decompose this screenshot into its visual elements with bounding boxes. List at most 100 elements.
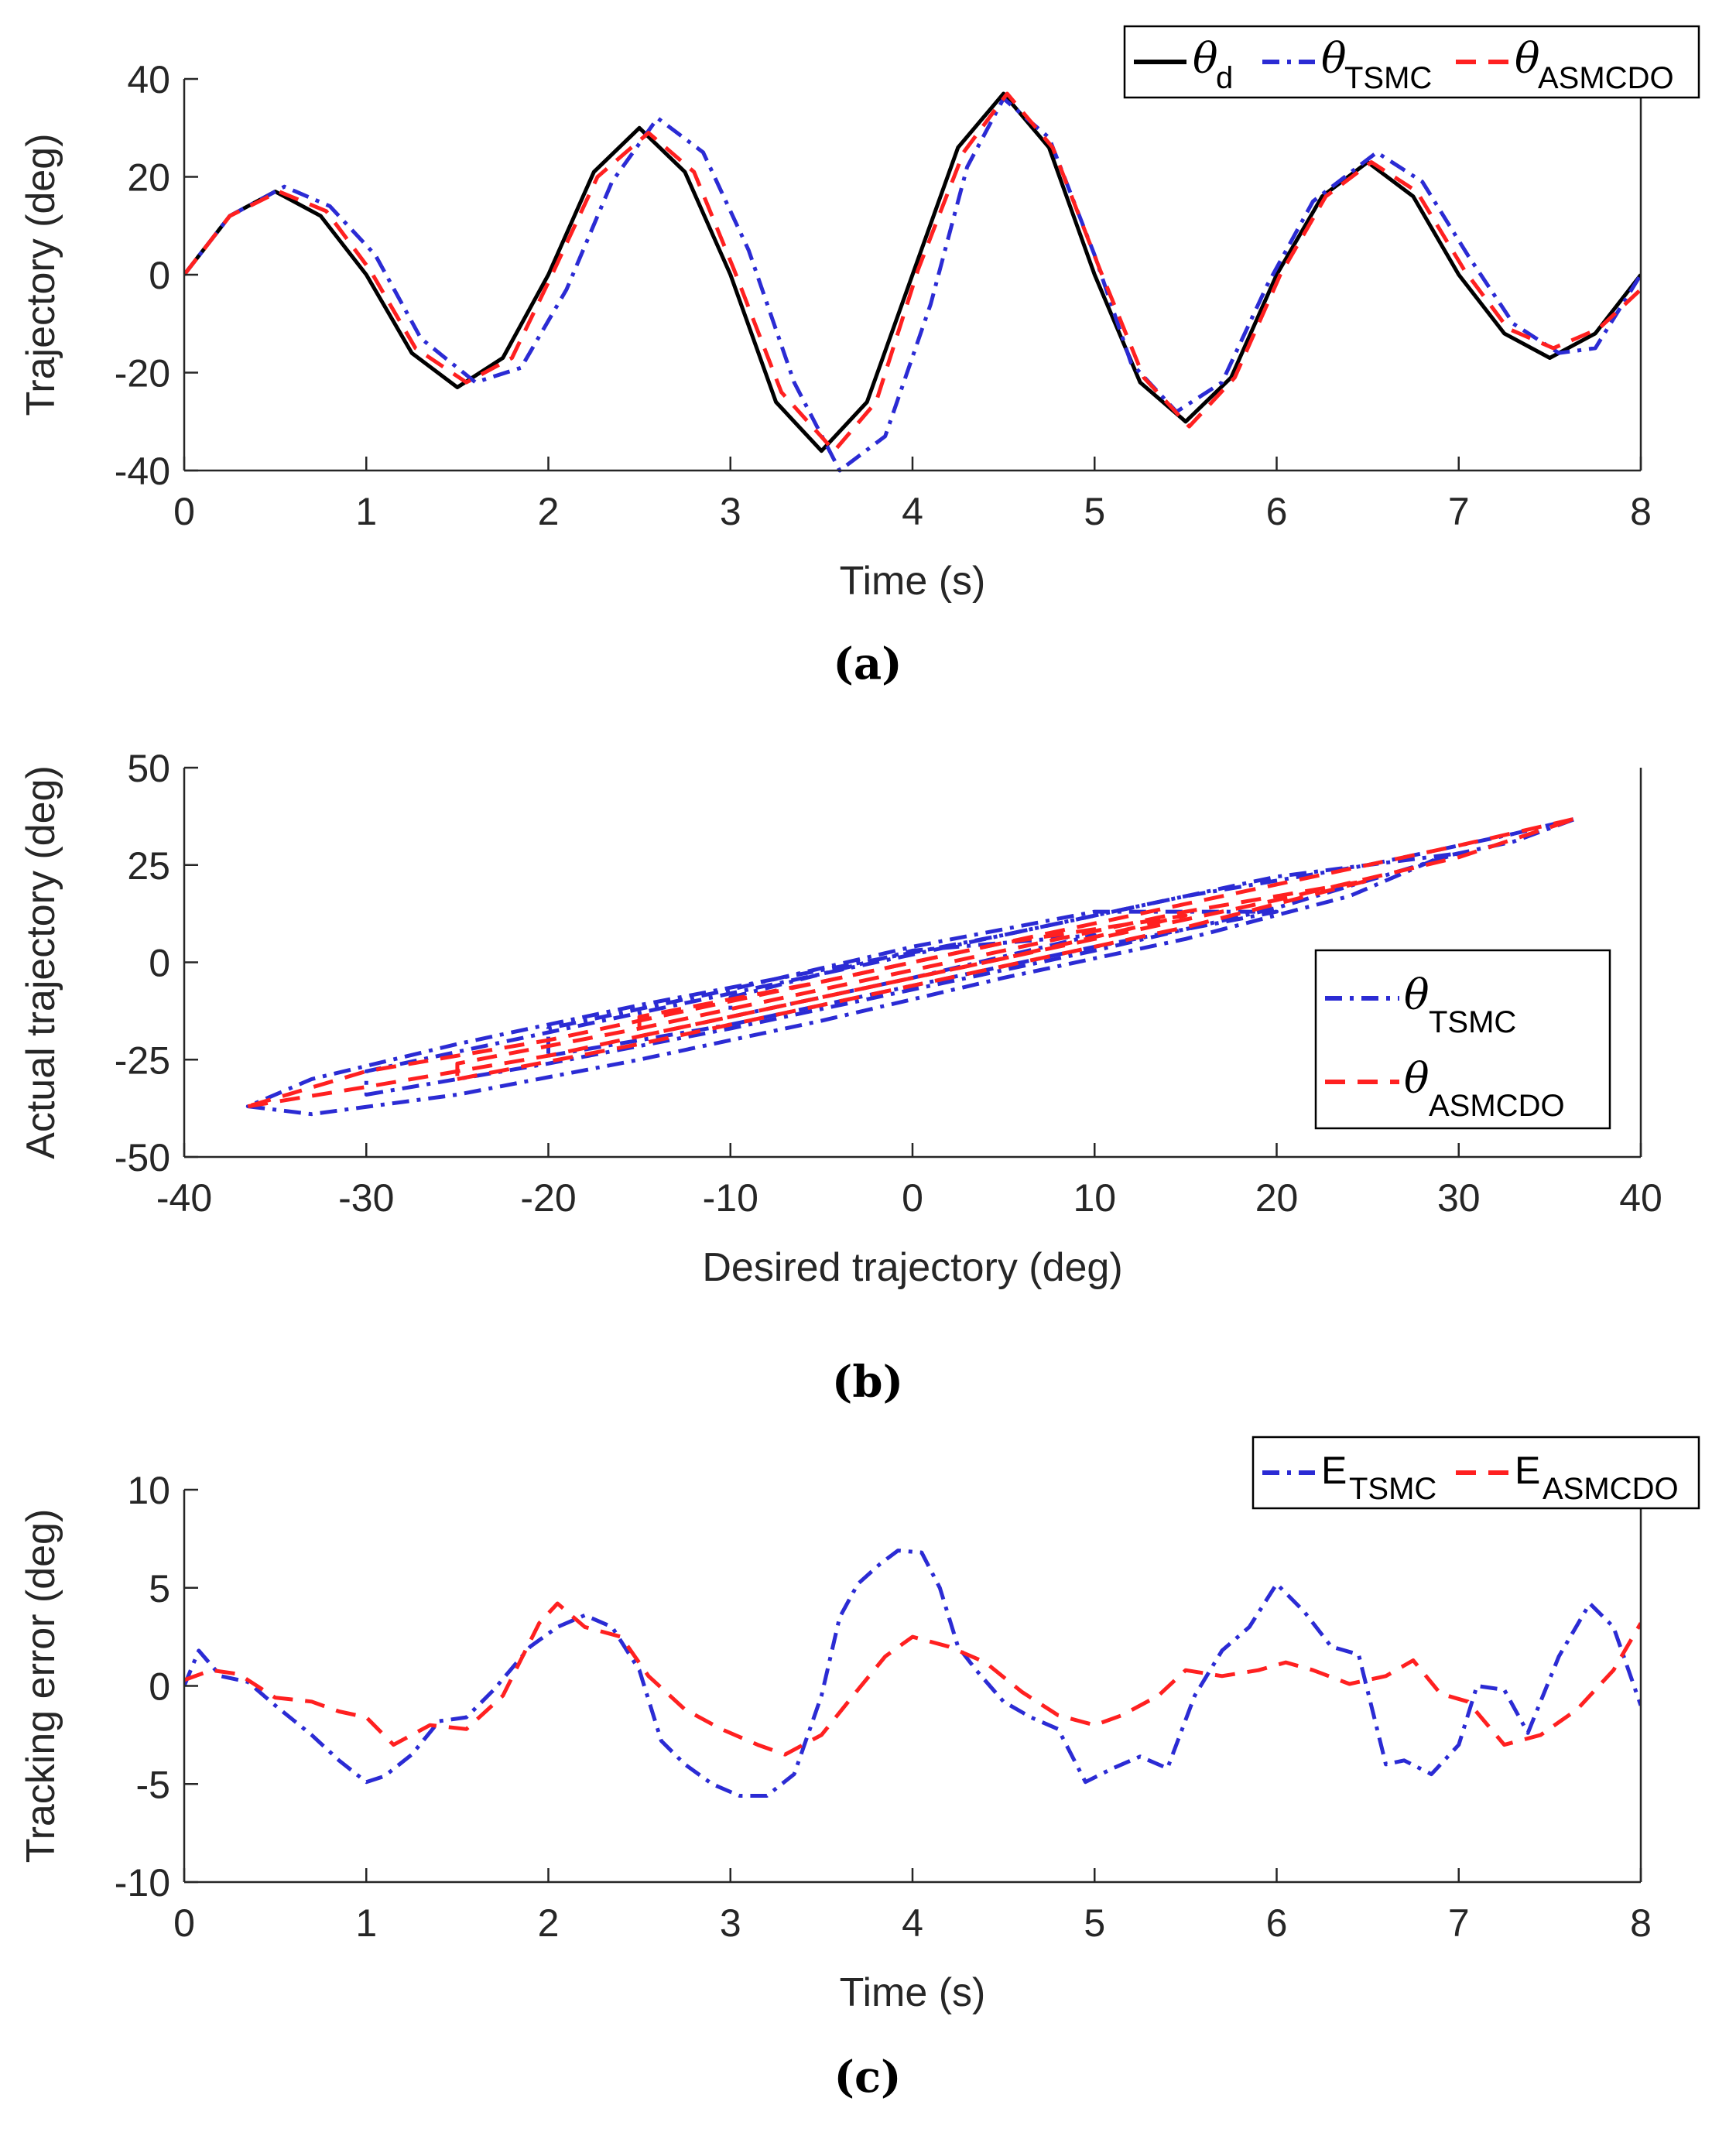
- x-tick-label: -30: [338, 1176, 394, 1220]
- legend-entry-tsmc: E TSMC: [1262, 1449, 1436, 1506]
- y-tick-label: 50: [127, 747, 170, 790]
- x-tick-label: 20: [1255, 1176, 1299, 1220]
- y-axis-title: Actual trajectory (deg): [19, 765, 63, 1159]
- series-loop: [455, 878, 1370, 1081]
- series-asmcdo: [184, 91, 1641, 453]
- x-tick-label: 2: [538, 1901, 560, 1945]
- legend-symbol: E: [1321, 1449, 1347, 1492]
- legend-subscript: TSMC: [1349, 1472, 1436, 1506]
- y-tick-label: 0: [149, 254, 170, 297]
- series-loop: [728, 933, 1097, 1019]
- chart-a: 0 1 2 3 4 5 6 7 8 -40 -20 0 20 40 Time (s) Trajectory (…: [19, 25, 1700, 690]
- x-tick-label: 40: [1619, 1176, 1662, 1220]
- x-tick-label: 5: [1084, 1901, 1105, 1945]
- x-tick-label: -20: [520, 1176, 576, 1220]
- legend-symbol: θ: [1404, 970, 1430, 1019]
- y-tick-label: -50: [115, 1136, 170, 1179]
- y-tick-label: -20: [115, 352, 170, 395]
- x-tick-label: 6: [1266, 1901, 1288, 1945]
- y-tick-label: 25: [127, 844, 170, 888]
- y-tick-label: -25: [115, 1039, 170, 1082]
- legend-subscript: ASMCDO: [1538, 61, 1674, 95]
- x-tick-label: 3: [720, 1901, 741, 1945]
- y-tick-label: 20: [127, 156, 170, 200]
- x-tick-label: 0: [902, 1176, 923, 1220]
- x-tick-label: 4: [902, 1901, 923, 1945]
- series-group: [184, 91, 1641, 473]
- x-tick-label: 1: [355, 490, 377, 533]
- legend-box: [1123, 25, 1700, 99]
- series-line: [184, 91, 1641, 453]
- legend-subscript: TSMC: [1429, 1005, 1516, 1039]
- y-tick-label: 10: [127, 1469, 170, 1512]
- series-line: [184, 91, 1641, 453]
- series-tsmc: [184, 96, 1641, 473]
- x-tick-label: -10: [703, 1176, 758, 1220]
- series-line: [184, 96, 1641, 473]
- series-tsmc: [184, 1549, 1641, 1798]
- panel-caption: (b): [832, 1357, 903, 1408]
- y-axis-title: Tracking error (deg): [19, 1509, 63, 1863]
- plot-area: [184, 1490, 1641, 1882]
- legend-symbol: θ: [1515, 34, 1540, 83]
- legend-box: [1314, 949, 1611, 1130]
- x-axis-title: Time (s): [840, 1970, 986, 2015]
- x-tick-label: 4: [902, 490, 923, 533]
- legend-entry-d: θd: [1134, 34, 1233, 95]
- legend-subscript: ASMCDO: [1429, 1089, 1565, 1123]
- series-loop: [637, 913, 1188, 1039]
- series-loop: [546, 909, 1279, 1058]
- legend-subscript: ASMCDO: [1543, 1472, 1679, 1506]
- panel-caption: (c): [834, 2052, 901, 2103]
- y-tick-label: -40: [115, 450, 170, 493]
- panel-caption: (a): [833, 638, 902, 690]
- legend-subscript: d: [1216, 61, 1233, 95]
- legend-subscript: TSMC: [1344, 61, 1432, 95]
- x-tick-label: 7: [1448, 1901, 1470, 1945]
- y-tick-label: 40: [127, 58, 170, 101]
- y-tick-label: 0: [149, 1665, 170, 1709]
- y-tick-label: -5: [136, 1763, 170, 1806]
- x-tick-label: 7: [1448, 490, 1470, 533]
- x-tick-label: 6: [1266, 490, 1288, 533]
- series-asmcdo: [245, 816, 1580, 1109]
- legend-symbol: θ: [1404, 1054, 1430, 1103]
- y-tick-label: 0: [149, 942, 170, 985]
- x-tick-label: 30: [1437, 1176, 1481, 1220]
- legend-symbol: θ: [1321, 34, 1347, 83]
- chart-c: 0 1 2 3 4 5 6 7 8 -10 -5 0 5 10 Time (s) Tracking error…: [19, 1436, 1700, 2103]
- legend-symbol: θ: [1193, 34, 1218, 83]
- x-tick-label: 0: [173, 1901, 195, 1945]
- y-tick-label: -10: [115, 1861, 170, 1905]
- x-tick-label: 10: [1073, 1176, 1116, 1220]
- x-axis-title: Desired trajectory (deg): [702, 1245, 1122, 1290]
- y-axis-title: Trajectory (deg): [19, 133, 63, 416]
- x-tick-label: 2: [538, 490, 560, 533]
- chart-b: -40 -30 -20 -10 0 10 20 30 40 -50 -25 0 25 50 Desired …: [19, 747, 1662, 1408]
- legend-entry-asmcdo: E ASMCDO: [1456, 1449, 1679, 1506]
- series-group: [245, 816, 1580, 1117]
- series-group: [184, 1549, 1641, 1798]
- x-tick-label: -40: [156, 1176, 212, 1220]
- x-tick-label: 8: [1630, 490, 1652, 533]
- series-line: [184, 1549, 1641, 1798]
- x-axis-title: Time (s): [840, 559, 986, 604]
- legend-symbol: E: [1515, 1449, 1540, 1492]
- series-loop: [245, 816, 1580, 1117]
- x-tick-label: 3: [720, 490, 741, 533]
- y-tick-label: 5: [149, 1567, 170, 1610]
- series-d: [184, 91, 1641, 453]
- x-tick-label: 5: [1084, 490, 1105, 533]
- x-tick-label: 1: [355, 1901, 377, 1945]
- x-tick-label: 8: [1630, 1901, 1652, 1945]
- legend: E TSMC E ASMCDO: [1251, 1436, 1700, 1510]
- x-tick-label: 0: [173, 490, 195, 533]
- series-loop: [245, 816, 1580, 1109]
